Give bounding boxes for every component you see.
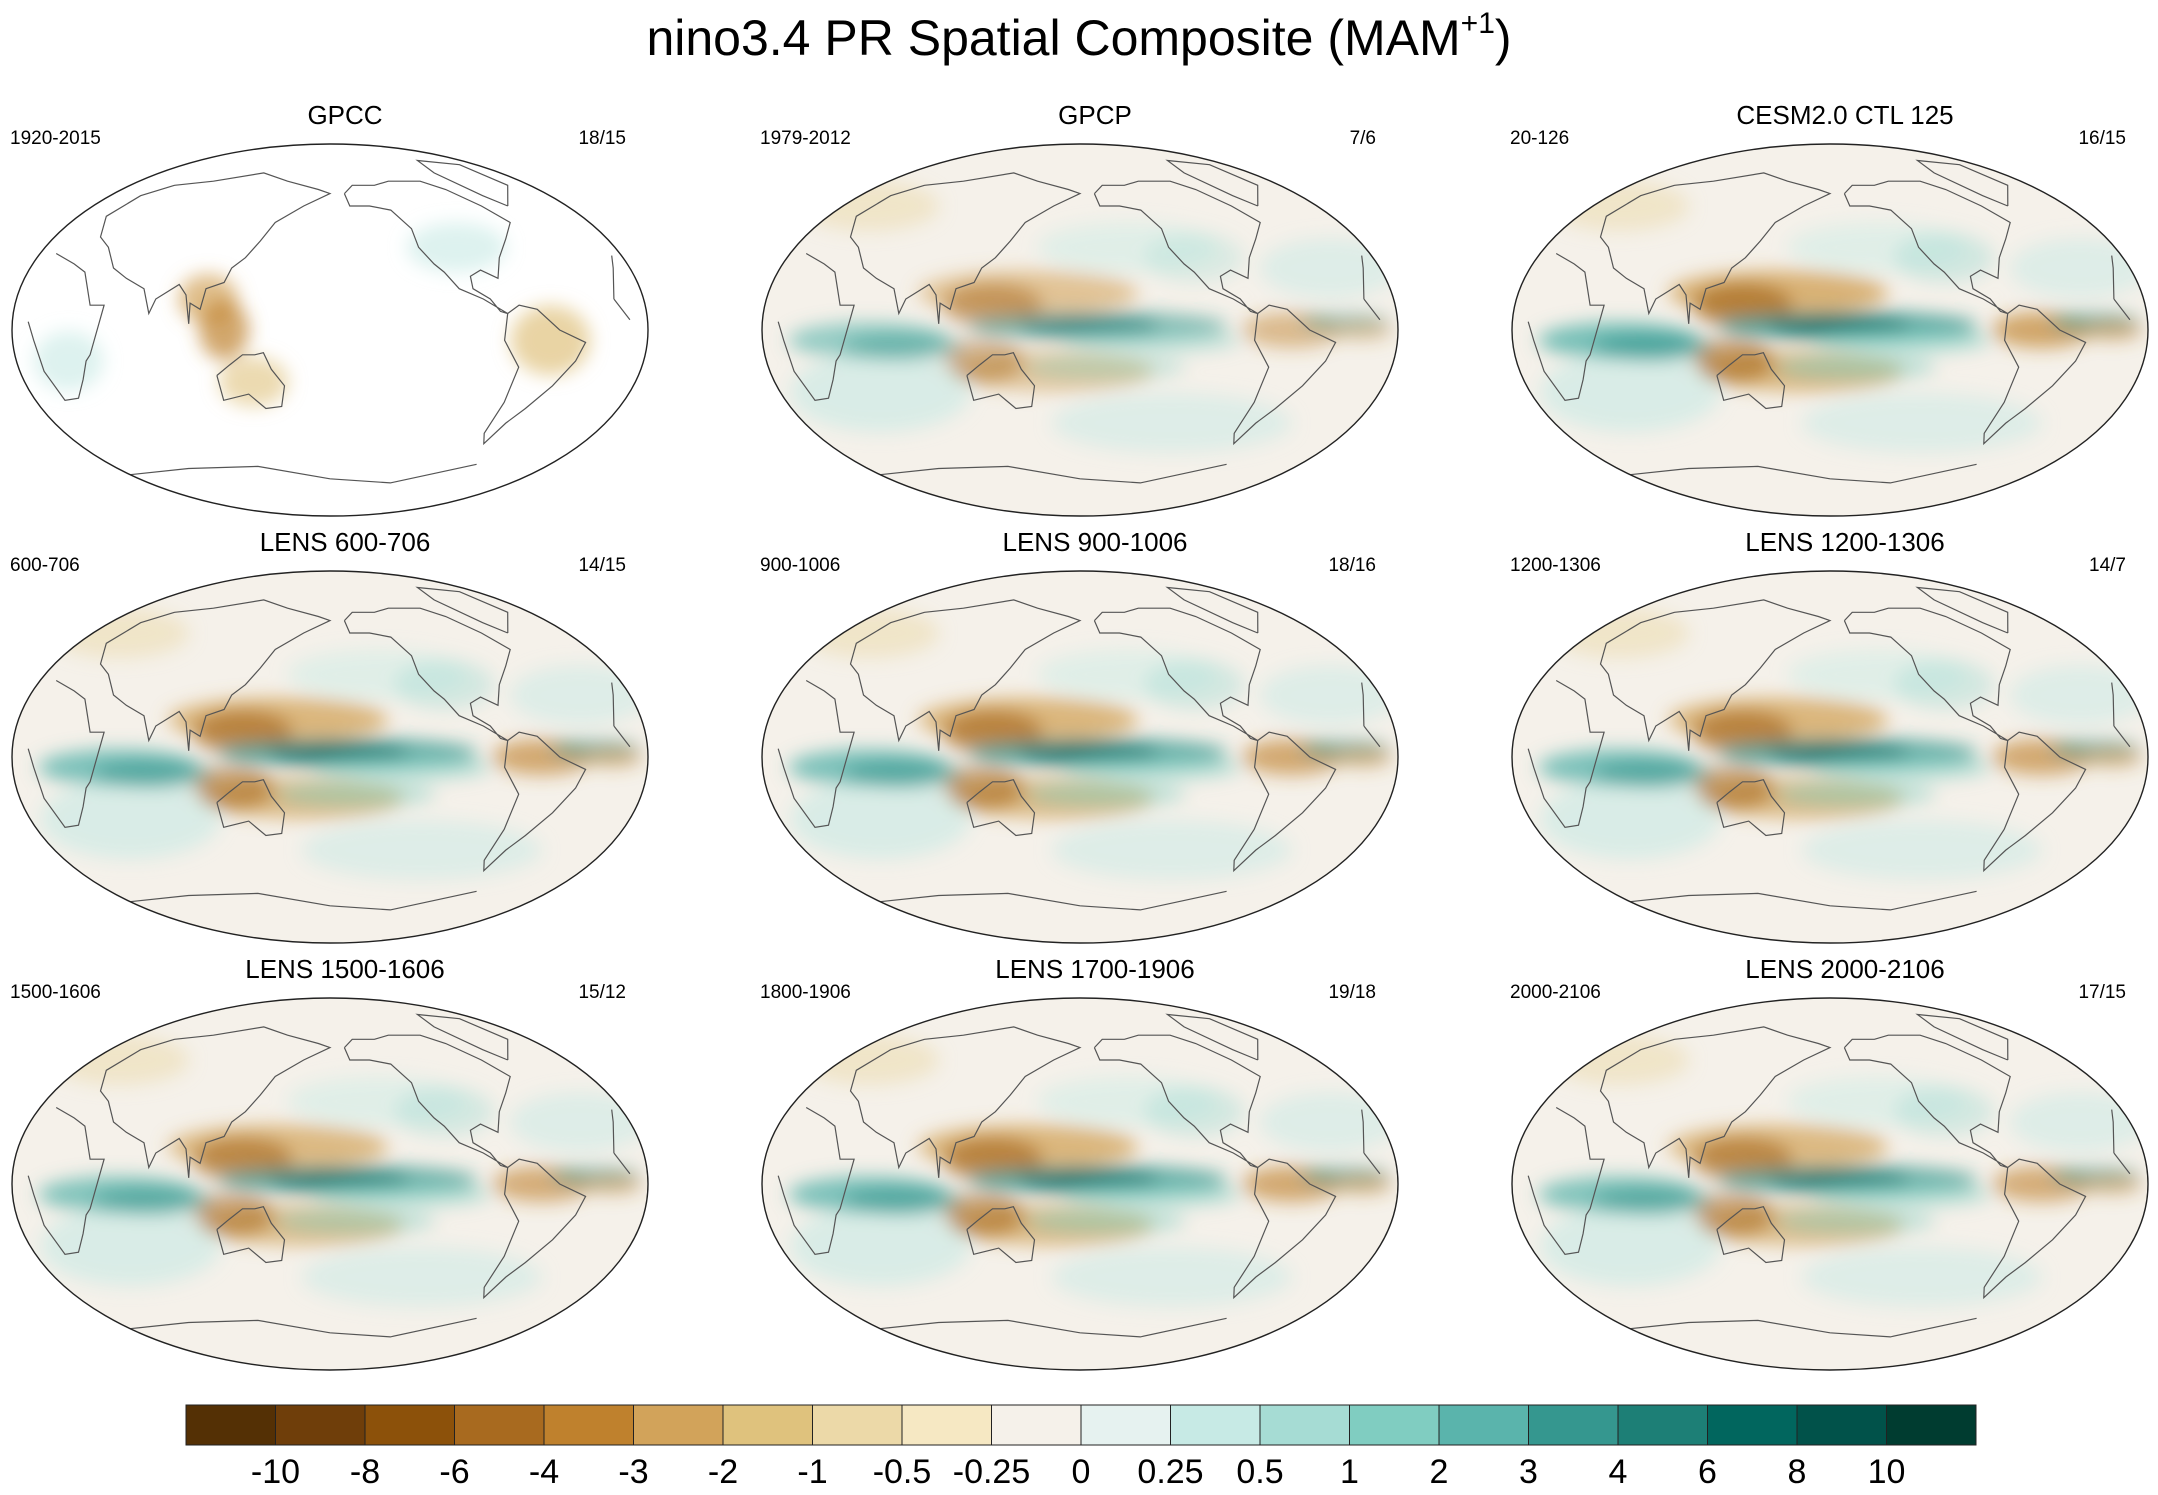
panel-period: 20-126 <box>1510 128 1570 149</box>
colorbar-swatch <box>1528 1404 1619 1446</box>
panel-title: GPCC <box>307 100 383 130</box>
panel-title: LENS 1500-1606 <box>245 954 445 984</box>
colorbar-tick-label: 10 <box>1868 1453 1906 1491</box>
colorbar-swatch <box>185 1404 276 1446</box>
panel-title: LENS 900-1006 <box>1002 527 1188 557</box>
map-panel: LENS 2000-2106 2000-2106 17/15 <box>1500 954 2158 1374</box>
colorbar-tick-label: 0 <box>1072 1453 1091 1491</box>
map-globe <box>1511 143 2149 517</box>
panel-count: 17/15 <box>2078 982 2126 1003</box>
colorbar-tick-label: 3 <box>1519 1453 1538 1491</box>
panel-period: 1920-2015 <box>10 128 101 149</box>
map-panel: LENS 1200-1306 1200-1306 14/7 <box>1500 527 2158 947</box>
colorbar-tick-label: -0.25 <box>953 1453 1031 1491</box>
map-globe <box>761 143 1399 517</box>
colorbar-tick-label: -6 <box>439 1453 469 1491</box>
panel-period: 900-1006 <box>760 555 841 576</box>
panel-period: 600-706 <box>10 555 80 576</box>
panel-period: 1979-2012 <box>760 128 851 149</box>
colorbar-tick-label: 2 <box>1430 1453 1449 1491</box>
panel-title: LENS 2000-2106 <box>1745 954 1945 984</box>
colorbar-swatch <box>454 1404 545 1446</box>
colorbar-tick-label: 0.5 <box>1236 1453 1283 1491</box>
colorbar-swatch <box>543 1404 634 1446</box>
map-panel: GPCP 1979-2012 7/6 <box>750 100 1440 520</box>
colorbar-tick-label: 1 <box>1340 1453 1359 1491</box>
colorbar-swatch <box>364 1404 455 1446</box>
colorbar-swatch <box>1886 1404 1977 1446</box>
colorbar-swatch <box>275 1404 366 1446</box>
colorbar-tick-label: 6 <box>1698 1453 1717 1491</box>
panel-count: 19/18 <box>1328 982 1376 1003</box>
map-panel: LENS 900-1006 900-1006 18/16 <box>750 527 1440 947</box>
panel-count: 15/12 <box>578 982 626 1003</box>
panel-period: 1500-1606 <box>10 982 101 1003</box>
panel-title: LENS 1200-1306 <box>1745 527 1945 557</box>
colorbar-swatch <box>1617 1404 1708 1446</box>
panel-title: LENS 1700-1906 <box>995 954 1195 984</box>
colorbar-swatch <box>633 1404 724 1446</box>
colorbar-swatch <box>1707 1404 1798 1446</box>
map-globe <box>1511 997 2149 1371</box>
panel-period: 2000-2106 <box>1510 982 1601 1003</box>
map-globe <box>761 997 1399 1371</box>
panel-count: 7/6 <box>1349 128 1376 149</box>
colorbar-swatch <box>1080 1404 1171 1446</box>
colorbar-tick-label: -1 <box>797 1453 827 1491</box>
colorbar-tick-label: 4 <box>1609 1453 1628 1491</box>
colorbar-swatch <box>1170 1404 1261 1446</box>
map-globe <box>761 570 1399 944</box>
colorbar: -10 -8 -6 -4 -3 -2 -1 -0.5 -0.25 0 0.25 0.5 1 2 3 4 6 8 10 <box>185 1404 1977 1491</box>
colorbar-swatch <box>901 1404 992 1446</box>
colorbar-tick-label: -4 <box>529 1453 559 1491</box>
colorbar-tick-label: -10 <box>251 1453 300 1491</box>
colorbar-tick-label: -3 <box>618 1453 648 1491</box>
figure-title: nino3.4 PR Spatial Composite (MAM+1) <box>646 7 1512 67</box>
panel-period: 1200-1306 <box>1510 555 1601 576</box>
colorbar-swatch <box>1796 1404 1887 1446</box>
map-panel: LENS 1500-1606 1500-1606 15/12 <box>0 954 690 1374</box>
panel-title: GPCP <box>1058 100 1132 130</box>
map-globe <box>11 997 649 1371</box>
map-panel: LENS 600-706 600-706 14/15 <box>0 527 690 947</box>
colorbar-swatch <box>1349 1404 1440 1446</box>
colorbar-tick-label: -8 <box>350 1453 380 1491</box>
map-panel: CESM2.0 CTL 125 20-126 16/15 <box>1500 100 2158 520</box>
map-globe <box>1511 570 2149 944</box>
colorbar-swatch <box>812 1404 903 1446</box>
colorbar-tick-label: 0.25 <box>1137 1453 1203 1491</box>
panel-count: 18/16 <box>1328 555 1376 576</box>
panel-title: CESM2.0 CTL 125 <box>1736 100 1954 130</box>
colorbar-swatch <box>722 1404 813 1446</box>
colorbar-swatch <box>1438 1404 1529 1446</box>
map-panel: GPCC 1920-2015 18/15 <box>0 100 690 520</box>
colorbar-tick-label: -0.5 <box>873 1453 932 1491</box>
panel-period: 1800-1906 <box>760 982 851 1003</box>
panel-count: 18/15 <box>578 128 626 149</box>
colorbar-swatch <box>991 1404 1082 1446</box>
map-panel: LENS 1700-1906 1800-1906 19/18 <box>750 954 1440 1374</box>
panel-count: 14/15 <box>578 555 626 576</box>
colorbar-swatch <box>1259 1404 1350 1446</box>
panel-title: LENS 600-706 <box>259 527 431 557</box>
panel-count: 14/7 <box>2089 555 2126 576</box>
map-globe <box>11 143 649 517</box>
map-globe <box>11 570 649 944</box>
colorbar-tick-label: 8 <box>1788 1453 1807 1491</box>
panel-count: 16/15 <box>2078 128 2126 149</box>
colorbar-tick-label: -2 <box>708 1453 738 1491</box>
